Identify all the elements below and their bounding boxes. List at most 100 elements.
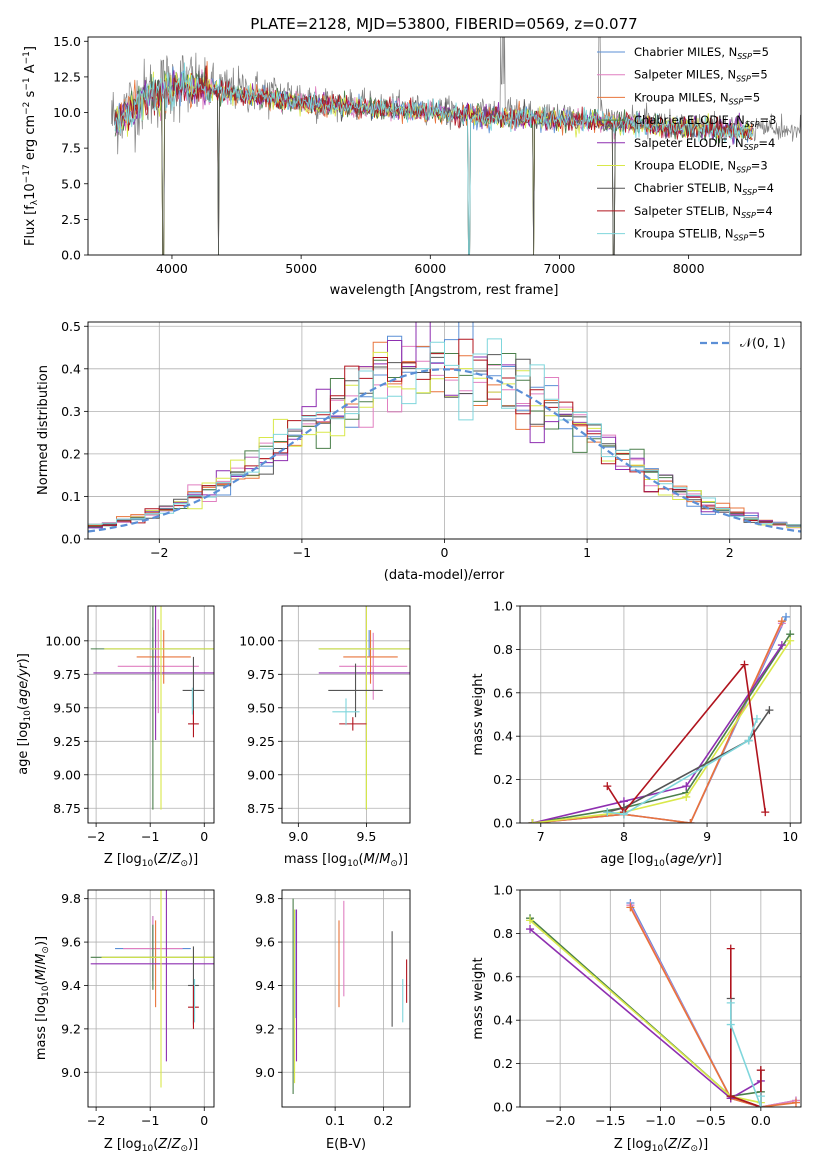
axes-frame — [87, 605, 215, 824]
x-tick-label: 9.5 — [356, 829, 376, 844]
x-tick-label: −1.0 — [645, 1113, 675, 1128]
x-tick-label: −1 — [141, 829, 159, 844]
legend-entry-salpeter-elodie: Salpeter ELODIE, NSSP=4 — [634, 136, 775, 152]
mass-weight-line-kroupa-miles — [629, 907, 797, 1107]
weight-z-y-axis-label: mass weight — [471, 957, 486, 1039]
mass-weight-line-salpeter-elodie — [529, 928, 762, 1100]
x-tick-label: 2 — [726, 545, 734, 560]
spectrum-y-axis-label: Flux [fλ10−17 erg cm−2 s−1 A−1] — [22, 46, 40, 246]
mass-weight-line-chabrier-elodie — [532, 633, 791, 823]
x-tick-label: 7000 — [544, 261, 576, 276]
y-tick-label: 0.5 — [61, 319, 81, 334]
x-tick-label: 0 — [200, 1113, 208, 1128]
x-tick-label: −2.0 — [545, 1113, 575, 1128]
mass-weight-marker-kroupa-stelib — [744, 736, 753, 745]
y-tick-label: 8.75 — [53, 801, 81, 816]
mass-weight-vs-metallicity-panel: −2.0 −1.5 −1.0 −0.5 0.0 0.0 0.2 0.4 0.6 0.8 1.0 mas… — [471, 883, 802, 1154]
weight-z-x-axis-label: Z [log10(Z/Z⊙)] — [614, 1137, 708, 1154]
mass-weight-marker-kroupa-miles — [686, 819, 695, 823]
x-tick-label: 5000 — [285, 261, 317, 276]
axes-frame — [87, 321, 802, 540]
y-tick-label: 9.75 — [53, 667, 81, 682]
axes-frame — [519, 605, 802, 824]
legend-entry-chabrier-stelib: Chabrier STELIB, NSSP=4 — [634, 181, 774, 197]
errorbar-plot-area — [90, 606, 214, 810]
mass-z-x-axis-label: Z [log10(Z/Z⊙)] — [104, 1137, 198, 1154]
y-tick-label: 15.0 — [53, 34, 81, 49]
x-tick-label: −0.5 — [695, 1113, 725, 1128]
y-tick-label: 1.0 — [493, 599, 513, 614]
model-spectrum-salpeter-stelib — [114, 65, 753, 141]
mass-z-y-axis-label: mass [log10(M/M⊙)] — [34, 936, 51, 1060]
x-tick-label: 0 — [441, 545, 449, 560]
x-tick-label: −2 — [150, 545, 168, 560]
y-tick-label: 0.8 — [493, 926, 513, 941]
x-tick-label: −1 — [141, 1113, 159, 1128]
y-tick-label: 0.2 — [493, 1056, 513, 1071]
mass-weight-line-kroupa-stelib — [729, 1002, 762, 1107]
mass-weight-marker-kroupa-miles — [626, 903, 635, 912]
y-tick-label: 0.0 — [493, 816, 513, 831]
y-tick-label: 0.4 — [493, 1013, 513, 1028]
mass-weight-marker-kroupa-stelib — [603, 808, 612, 817]
mass-weight-marker-kroupa-elodie — [786, 636, 795, 645]
y-tick-label: 12.5 — [53, 69, 81, 84]
y-tick-label: 8.75 — [247, 801, 275, 816]
y-tick-label: 0.0 — [61, 248, 81, 263]
mass-weight-marker-salpeter-stelib — [756, 1066, 765, 1075]
mass-weight-marker-salpeter-elodie — [682, 782, 691, 791]
mass-weight-marker-salpeter-stelib — [740, 660, 749, 669]
histogram-y-axis-label: Normed distribution — [36, 365, 51, 495]
mass-vs-extinction-panel: 0.1 0.2 9.0 9.2 9.4 9.6 9.8 E(B-V) — [255, 889, 411, 1152]
legend-entry-kroupa-stelib: Kroupa STELIB, NSSP=5 — [634, 227, 765, 243]
mass-weight-line-chabrier-elodie — [529, 917, 762, 1098]
y-tick-label: 0.4 — [493, 729, 513, 744]
mass-weight-vs-age-panel: 7 8 9 10 0.0 0.2 0.4 0.6 0.8 1.0 mass weight age [l… — [471, 599, 802, 869]
y-tick-label: 0.1 — [61, 489, 81, 504]
y-tick-label: 10.00 — [45, 633, 81, 648]
errorbar-plot-area — [292, 898, 408, 1094]
weight-age-y-axis-label: mass weight — [471, 673, 486, 755]
mass-weight-marker-salpeter-stelib — [603, 782, 612, 791]
x-tick-label: 10 — [782, 829, 798, 844]
legend-entry-chabrier-miles: Chabrier MILES, NSSP=5 — [634, 45, 769, 61]
x-tick-label: −1.5 — [595, 1113, 625, 1128]
y-tick-label: 0.6 — [493, 969, 513, 984]
mass-weight-marker-kroupa-stelib — [619, 810, 628, 819]
mass-vs-metallicity-panel: −2 −1 0 9.0 9.2 9.4 9.6 9.8 Z [log10(Z/Z⊙)] mass … — [34, 889, 215, 1154]
x-tick-label: 0.2 — [373, 1113, 393, 1128]
age-mass-x-axis-label: mass [log10(M/M⊙)] — [284, 852, 408, 869]
normal-distribution-curve — [88, 368, 801, 533]
mass-weight-marker-kroupa-stelib — [726, 1020, 735, 1029]
y-tick-label: 5.0 — [61, 176, 81, 191]
errorbar-plot-area — [90, 890, 214, 1088]
figure-title: PLATE=2128, MJD=53800, FIBERID=0569, z=0… — [250, 15, 637, 33]
axes-frame — [519, 889, 802, 1108]
mass-weight-line-salpeter-elodie — [532, 644, 783, 823]
spectrum-panel: 4000 5000 6000 7000 8000 0.0 2.5 5.0 7.5 10.0 12.5… — [22, 34, 802, 298]
mass-weight-line-chabrier-stelib — [607, 709, 771, 813]
mass-weight-marker-kroupa-miles — [777, 617, 786, 626]
legend-entry-chabrier-elodie: Chabrier ELODIE, NSSP=3 — [634, 113, 776, 129]
age-vs-metallicity-panel: −2 −1 0 8.75 9.00 9.25 9.50 9.75 10.00 Z [log10(Z… — [16, 605, 215, 869]
x-tick-label: 0 — [200, 829, 208, 844]
mass-weight-marker-kroupa-elodie — [682, 792, 691, 801]
y-tick-label: 9.00 — [53, 767, 81, 782]
y-tick-label: 9.2 — [255, 1021, 275, 1036]
mass-weight-marker-kroupa-stelib — [756, 1092, 765, 1101]
mass-weight-marker-salpeter-stelib — [726, 944, 735, 953]
legend-entry-salpeter-miles: Salpeter MILES, NSSP=5 — [634, 68, 768, 84]
y-tick-label: 9.4 — [61, 978, 81, 993]
y-tick-label: 9.8 — [61, 891, 81, 906]
axes-frame — [281, 605, 411, 824]
y-tick-label: 9.0 — [61, 1065, 81, 1080]
mass-weight-line-kroupa-elodie — [532, 640, 791, 823]
y-tick-label: 10.00 — [239, 633, 275, 648]
y-tick-label: 0.2 — [61, 446, 81, 461]
mass-weight-plot-area — [528, 612, 795, 823]
y-tick-label: 1.0 — [493, 883, 513, 898]
y-tick-label: 9.4 — [255, 978, 275, 993]
y-tick-label: 9.6 — [61, 935, 81, 950]
y-tick-label: 0.2 — [493, 772, 513, 787]
